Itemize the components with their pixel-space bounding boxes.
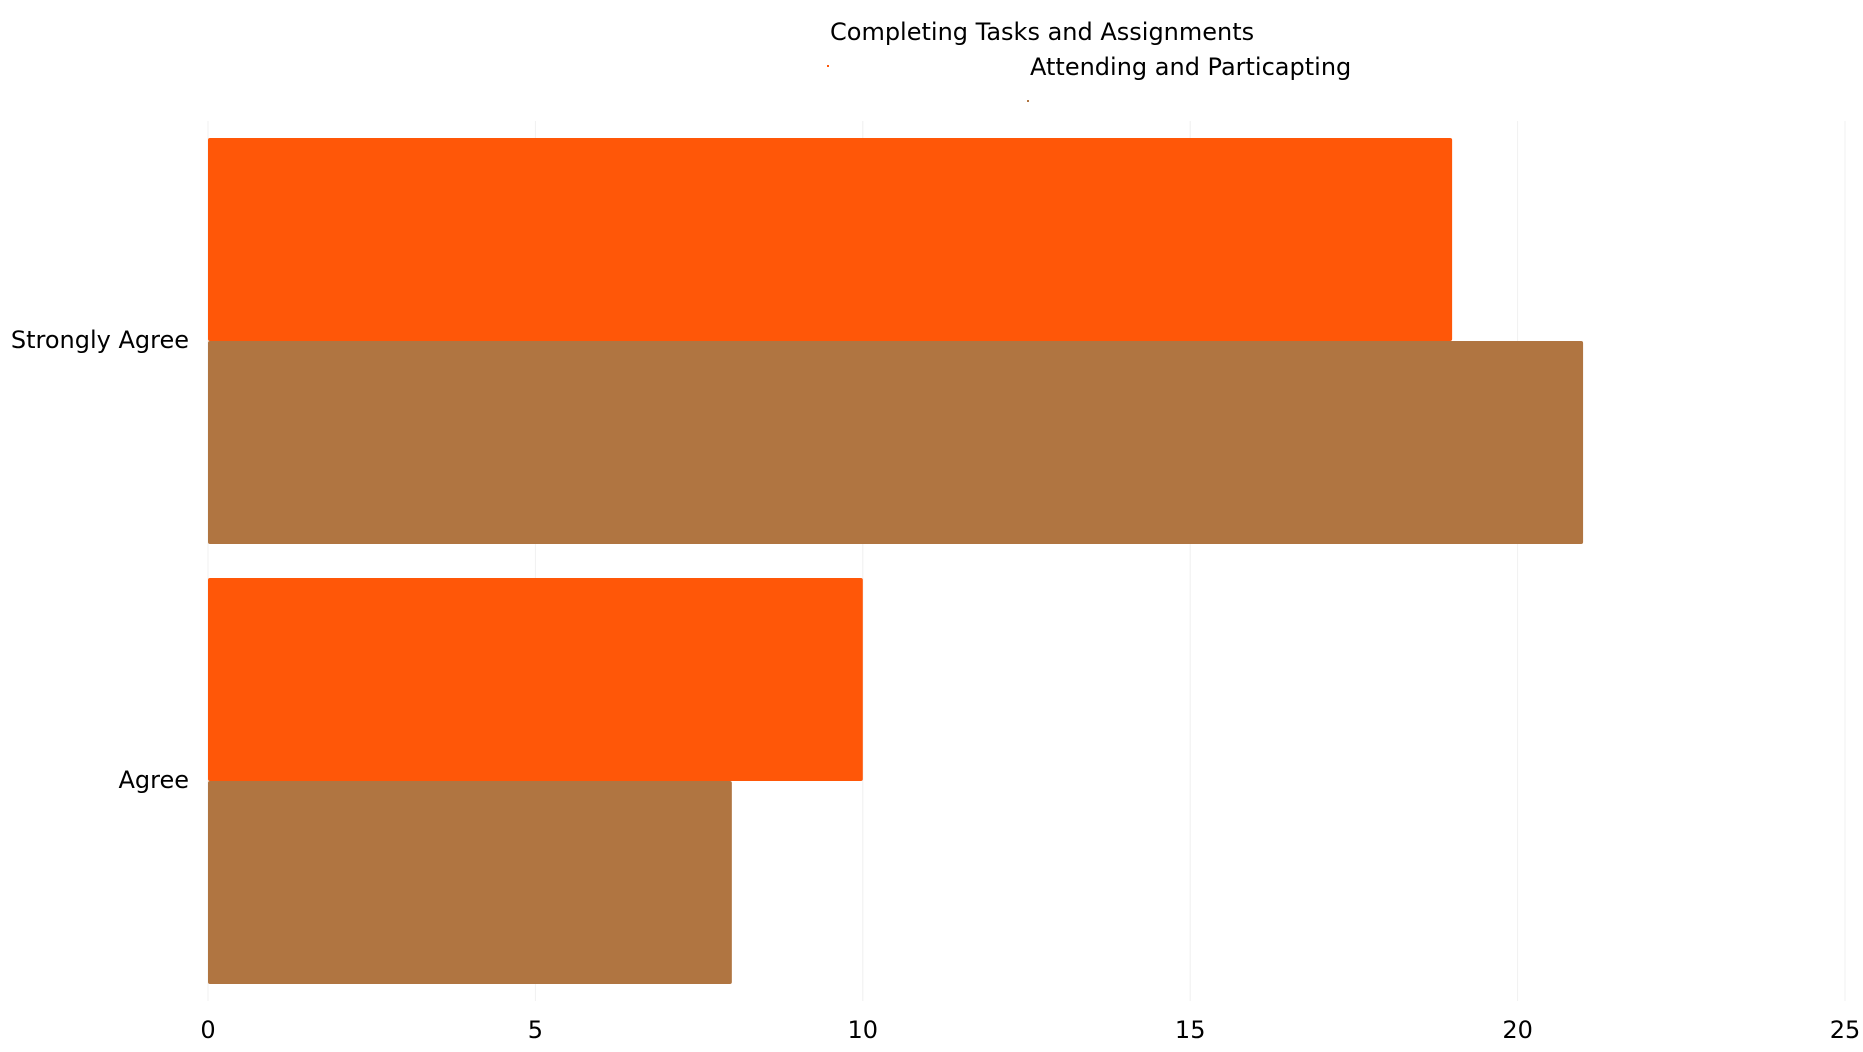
bar-2-strongly-agree (208, 341, 1584, 544)
x-tick-label: 5 (528, 1016, 543, 1044)
category-label: Strongly Agree (11, 326, 189, 354)
legend-label: Attending and Particapting (1030, 53, 1351, 81)
x-tick-label: 20 (1502, 1016, 1533, 1044)
legend-label: Completing Tasks and Assignments (830, 18, 1254, 46)
bar-2-agree (208, 781, 732, 984)
legend: Completing Tasks and Assignments Attendin… (827, 18, 1351, 102)
x-tick-label: 0 (200, 1016, 215, 1044)
bar-1-agree (208, 578, 863, 781)
category-label: Agree (118, 766, 189, 794)
y-axis-categories: Strongly Agree Agree (11, 326, 189, 794)
x-axis-ticks: 0 5 10 15 20 25 (200, 1016, 1860, 1044)
bars (208, 138, 1584, 984)
legend-swatch (1027, 100, 1029, 102)
x-tick-label: 25 (1830, 1016, 1861, 1044)
x-tick-label: 15 (1175, 1016, 1206, 1044)
bar-1-strongly-agree (208, 138, 1453, 341)
legend-swatch (827, 65, 829, 67)
x-tick-label: 10 (848, 1016, 879, 1044)
